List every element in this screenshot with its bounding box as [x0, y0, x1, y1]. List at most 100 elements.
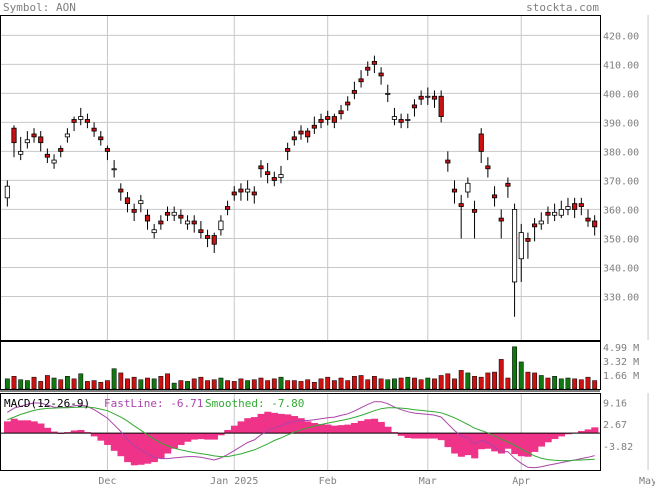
candle-body	[391, 116, 398, 120]
volume-tick-label: 4.99 M	[603, 343, 639, 354]
volume-bar	[525, 371, 531, 390]
volume-bar	[278, 376, 284, 390]
volume-bar	[58, 379, 64, 390]
volume-bar	[478, 376, 484, 390]
candle-body	[131, 209, 137, 213]
macd-histogram-bar	[130, 433, 138, 466]
macd-histogram-bar	[50, 431, 58, 434]
volume-bar	[31, 376, 37, 390]
macd-histogram-bar	[511, 433, 519, 455]
macd-histogram-bar	[577, 431, 586, 434]
candle-body	[278, 174, 284, 178]
macd-histogram-bar	[477, 433, 485, 450]
volume-bar	[412, 377, 417, 390]
volume-bar	[78, 373, 84, 390]
candle-body	[178, 214, 184, 219]
macd-histogram-bar	[484, 433, 492, 449]
candle-body	[44, 153, 50, 158]
volume-bar	[512, 346, 517, 390]
volume-bar	[238, 378, 244, 390]
macd-histogram-bar	[224, 429, 232, 434]
volume-bar	[158, 376, 164, 390]
candle-body	[184, 220, 191, 225]
candle-body	[211, 235, 217, 245]
macd-histogram-bar	[210, 433, 218, 440]
volume-bar	[425, 377, 431, 390]
candle-body	[171, 211, 177, 216]
macd-histogram-bar	[424, 433, 432, 439]
x-axis-label: Feb	[319, 476, 337, 486]
volume-bar	[18, 379, 24, 390]
volume-bar	[145, 377, 150, 390]
macd-histogram	[0, 411, 600, 466]
macd-histogram-bar	[404, 433, 412, 438]
candle-body	[124, 197, 131, 205]
candle-body	[345, 101, 351, 106]
volume-bar	[71, 378, 77, 390]
macd-histogram-bar	[190, 433, 198, 440]
volume-bar	[51, 377, 57, 390]
volume-bar	[532, 372, 538, 390]
volume-bar	[85, 381, 90, 390]
macd-histogram-bar	[431, 433, 439, 439]
macd-histogram-bar	[284, 414, 292, 434]
candle-body	[338, 110, 344, 115]
volume-bar	[338, 377, 344, 390]
macd-histogram-bar	[311, 422, 319, 434]
candle-body	[291, 136, 297, 141]
macd-histogram-bar	[44, 427, 52, 434]
macd-histogram-bar	[4, 421, 12, 434]
macd-histogram-bar	[497, 433, 505, 454]
macd-histogram-bar	[377, 421, 385, 434]
price-tick-label: 420.00	[603, 31, 639, 42]
macd-histogram-bar	[551, 433, 559, 440]
volume-bar	[198, 376, 204, 390]
volume-bar	[251, 379, 257, 390]
volume-tick-label: 3.32 M	[603, 357, 639, 368]
macd-histogram-bar	[357, 420, 365, 434]
macd-histogram-bar	[237, 421, 245, 434]
volume-bar	[118, 372, 124, 390]
candle-body	[565, 206, 571, 210]
volume-bar	[538, 375, 544, 390]
panel-frame	[0, 341, 601, 390]
x-axis-label: Apr	[512, 476, 530, 486]
macd-histogram-bar	[104, 433, 112, 445]
candle-body	[218, 220, 224, 231]
candle-body	[505, 182, 511, 187]
candle-body	[18, 150, 24, 155]
macd-histogram-bar	[397, 433, 405, 436]
macd-histogram-bar	[471, 433, 479, 459]
volume-bar	[165, 373, 170, 390]
volume-bar	[98, 381, 104, 390]
macd-histogram-bar	[204, 433, 212, 440]
macd-histogram-bar	[257, 413, 265, 434]
volume-bar	[552, 376, 558, 390]
macd-histogram-bar	[117, 433, 125, 457]
volume-bar	[191, 378, 197, 390]
volume-bar	[271, 378, 277, 390]
candle-body	[478, 133, 484, 152]
volume-bar	[465, 372, 471, 390]
macd-histogram-bar	[297, 418, 305, 434]
candle-body	[585, 217, 591, 222]
macd-histogram-bar	[331, 425, 339, 434]
candle-body	[231, 191, 237, 196]
macd-smoothed-label: Smoothed: -7.80	[205, 397, 304, 410]
candle-body	[431, 95, 438, 100]
macd-histogram-bar	[584, 429, 592, 434]
volume-bar	[365, 379, 371, 390]
volume-bar	[105, 380, 110, 390]
macd-tick-label: 9.16	[603, 399, 627, 410]
candle-body	[24, 139, 30, 144]
candle-body	[84, 119, 90, 123]
volume-bar	[125, 378, 130, 390]
macd-histogram-bar	[177, 433, 185, 445]
candle-body	[258, 165, 264, 170]
macd-histogram-bar	[537, 433, 546, 447]
macd-histogram-bar	[90, 433, 98, 437]
candle-body	[118, 188, 124, 193]
volume-bar	[185, 381, 190, 390]
macd-histogram-bar	[417, 433, 425, 439]
macd-histogram-bar	[137, 433, 145, 465]
